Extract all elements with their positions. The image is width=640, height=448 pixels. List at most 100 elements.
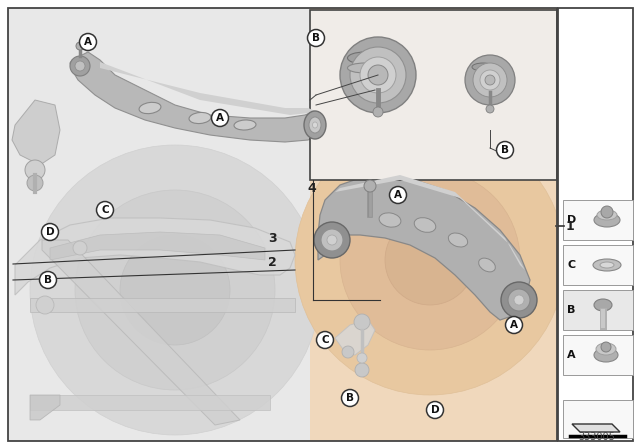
Text: 3: 3	[268, 232, 276, 245]
Ellipse shape	[594, 213, 620, 227]
Ellipse shape	[593, 259, 621, 271]
Text: C: C	[321, 335, 329, 345]
Circle shape	[373, 107, 383, 117]
Bar	[8, 8, 557, 441]
Circle shape	[601, 206, 613, 218]
Polygon shape	[30, 395, 60, 420]
Circle shape	[40, 271, 56, 289]
Text: 333005: 333005	[579, 432, 616, 442]
Circle shape	[36, 296, 54, 314]
Ellipse shape	[597, 210, 617, 220]
Ellipse shape	[600, 262, 614, 268]
Circle shape	[340, 170, 520, 350]
Bar	[563, 200, 633, 240]
Circle shape	[340, 37, 416, 113]
Ellipse shape	[304, 111, 326, 139]
Text: B: B	[312, 33, 320, 43]
Circle shape	[120, 235, 230, 345]
Circle shape	[327, 235, 337, 245]
Polygon shape	[572, 424, 620, 432]
Polygon shape	[42, 240, 240, 425]
Circle shape	[390, 186, 406, 203]
Ellipse shape	[348, 52, 383, 64]
Circle shape	[25, 160, 45, 180]
Circle shape	[321, 229, 343, 251]
Text: A: A	[394, 190, 402, 200]
Polygon shape	[15, 218, 295, 295]
Bar	[310, 10, 557, 180]
Polygon shape	[318, 175, 530, 320]
Polygon shape	[100, 62, 318, 115]
Text: D: D	[45, 227, 54, 237]
Bar	[563, 335, 633, 375]
Polygon shape	[70, 52, 322, 142]
Circle shape	[70, 56, 90, 76]
Ellipse shape	[594, 348, 618, 362]
Ellipse shape	[414, 218, 436, 233]
Text: A: A	[567, 350, 575, 360]
Polygon shape	[30, 298, 295, 312]
Circle shape	[211, 109, 228, 126]
Text: 1: 1	[566, 220, 575, 233]
Circle shape	[357, 353, 367, 363]
Polygon shape	[335, 320, 375, 355]
Circle shape	[506, 316, 522, 333]
Circle shape	[317, 332, 333, 349]
Text: D: D	[567, 215, 576, 225]
Circle shape	[497, 142, 513, 159]
Text: D: D	[431, 405, 439, 415]
Text: C: C	[101, 205, 109, 215]
Circle shape	[360, 57, 396, 93]
Circle shape	[79, 34, 97, 51]
Text: B: B	[44, 275, 52, 285]
Bar	[563, 290, 633, 330]
Text: C: C	[567, 260, 575, 270]
Circle shape	[97, 202, 113, 219]
Text: A: A	[510, 320, 518, 330]
Bar	[8, 8, 310, 441]
Ellipse shape	[472, 63, 494, 71]
Circle shape	[27, 175, 43, 191]
Circle shape	[342, 389, 358, 406]
Circle shape	[501, 282, 537, 318]
Circle shape	[368, 65, 388, 85]
Ellipse shape	[594, 299, 612, 311]
Circle shape	[342, 346, 354, 358]
Circle shape	[295, 125, 565, 395]
Bar	[558, 8, 633, 441]
Circle shape	[601, 342, 611, 352]
Circle shape	[75, 61, 85, 71]
Circle shape	[307, 30, 324, 47]
Polygon shape	[310, 8, 557, 441]
Circle shape	[426, 401, 444, 418]
Ellipse shape	[189, 112, 211, 124]
Ellipse shape	[379, 213, 401, 227]
Text: 4: 4	[307, 181, 316, 194]
Circle shape	[75, 190, 275, 390]
Circle shape	[314, 222, 350, 258]
Circle shape	[42, 224, 58, 241]
Ellipse shape	[348, 63, 383, 73]
Circle shape	[354, 314, 370, 330]
Circle shape	[30, 145, 320, 435]
Circle shape	[350, 47, 406, 103]
Text: A: A	[216, 113, 224, 123]
Circle shape	[508, 289, 530, 311]
Text: 2: 2	[268, 255, 276, 268]
Text: B: B	[346, 393, 354, 403]
Ellipse shape	[449, 233, 468, 247]
Circle shape	[76, 42, 84, 50]
Bar	[8, 8, 557, 441]
Circle shape	[486, 105, 494, 113]
Bar	[563, 245, 633, 285]
Circle shape	[514, 295, 524, 305]
Bar	[563, 400, 633, 438]
Text: A: A	[84, 37, 92, 47]
Polygon shape	[335, 175, 525, 270]
Text: B: B	[501, 145, 509, 155]
Ellipse shape	[596, 343, 616, 355]
Ellipse shape	[309, 117, 321, 133]
Circle shape	[465, 55, 515, 105]
Circle shape	[73, 241, 87, 255]
Circle shape	[364, 180, 376, 192]
